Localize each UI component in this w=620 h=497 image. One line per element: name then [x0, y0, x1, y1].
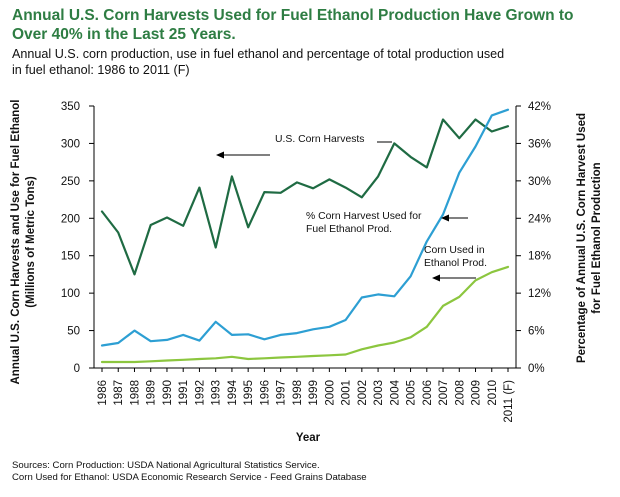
y-axis-left-label-line-2: (Millions of Metric Tons) [25, 176, 37, 308]
x-tick-label: 2007 [438, 380, 450, 406]
annotation-percent-ethanol-text-line-1: % Corn Harvest Used for [306, 211, 422, 222]
annotation-corn-ethanol-text-line-1: Corn Used in [424, 245, 485, 256]
x-tick-label: 2006 [422, 380, 434, 406]
x-tick-label: 2002 [357, 380, 369, 406]
sources-note: Sources: Corn Production: USDA National … [12, 460, 612, 484]
annotation-percent-ethanol: % Corn Harvest Used for Fuel Ethanol Pro… [306, 211, 468, 235]
annotation-percent-ethanol-text-line-2: Fuel Ethanol Prod. [306, 224, 392, 235]
series-line-corn-ethanol [100, 265, 510, 364]
y-right-tick-label: 24% [528, 213, 551, 225]
chart-title-line-2: Over 40% in the Last 25 Years. [12, 26, 236, 43]
y-left-tick-label: 150 [61, 251, 80, 263]
axes: 0 0% 50 6% 100 12% 150 18% 200 24% 250 30% 300 36% 350… [61, 101, 551, 423]
x-tick-label: 1994 [227, 379, 239, 405]
annotation-corn-harvests: U.S. Corn Harvests [216, 134, 392, 159]
chart-subtitle-line-1: Annual U.S. corn production, use in fuel… [12, 47, 505, 61]
annotation-corn-ethanol-text-line-2: Ethanol Prod. [424, 258, 487, 269]
y-right-tick-label: 42% [528, 101, 551, 113]
x-tick-label: 1990 [162, 380, 174, 406]
y-right-tick-label: 0% [528, 363, 545, 375]
x-tick-label: 1986 [97, 380, 109, 406]
chart-title: Annual U.S. Corn Harvests Used for Fuel … [12, 6, 612, 44]
x-tick-label: 1988 [129, 380, 141, 406]
x-tick-label: 2001 [341, 380, 353, 406]
y-right-tick-label: 6% [528, 326, 545, 338]
x-tick-label: 1998 [292, 380, 304, 406]
x-tick-label: 2004 [389, 379, 401, 405]
x-tick-label: 1996 [259, 380, 271, 406]
source-line-1: Sources: Corn Production: USDA National … [12, 460, 320, 471]
y-left-tick-label: 250 [61, 176, 80, 188]
x-tick-label: 1997 [276, 380, 288, 406]
y-axis-right-label-line-2: for Fuel Ethanol Production [591, 162, 603, 313]
y-right-tick-label: 18% [528, 251, 551, 263]
x-tick-label: 2010 [487, 380, 499, 406]
y-left-tick-label: 350 [61, 101, 80, 113]
x-tick-label: 1989 [146, 380, 158, 406]
y-right-tick-label: 36% [528, 138, 551, 150]
series-line-percent-ethanol [100, 108, 510, 347]
series-line-corn-harvests [100, 118, 510, 276]
x-tick-label: 1995 [243, 380, 255, 406]
y-left-tick-label: 100 [61, 288, 80, 300]
annotation-corn-ethanol: Corn Used in Ethanol Prod. [424, 245, 487, 282]
x-tick-label: 1992 [194, 380, 206, 406]
y-left-tick-label: 200 [61, 213, 80, 225]
chart-subtitle: Annual U.S. corn production, use in fuel… [12, 46, 612, 78]
x-tick-label: 2003 [373, 380, 385, 406]
x-tick-label: 1999 [308, 380, 320, 406]
x-tick-label: 1993 [211, 380, 223, 406]
x-axis-label: Year [296, 432, 321, 444]
chart-subtitle-line-2: in fuel ethanol: 1986 to 2011 (F) [12, 63, 190, 77]
x-tick-label: 2000 [324, 380, 336, 406]
annotation-percent-ethanol-arrowhead [441, 214, 449, 222]
y-axis-right-label-line-1: Percentage of Annual U.S. Corn Harvest U… [576, 113, 588, 363]
y-right-tick-label: 30% [528, 176, 551, 188]
annotation-corn-harvests-arrowhead [216, 151, 224, 159]
x-tick-label: 1991 [178, 380, 190, 406]
y-right-tick-label: 12% [528, 288, 551, 300]
series-lines [100, 108, 510, 364]
annotation-corn-ethanol-arrowhead [432, 274, 440, 282]
annotation-corn-harvests-text: U.S. Corn Harvests [275, 134, 365, 145]
y-left-tick-label: 300 [61, 138, 80, 150]
y-axis-left-label-line-1: Annual U.S. Corn Harvests and Use for Fu… [10, 100, 22, 385]
chart-title-line-1: Annual U.S. Corn Harvests Used for Fuel … [12, 7, 574, 24]
y-left-tick-label: 50 [67, 326, 80, 338]
x-tick-label: 1987 [113, 380, 125, 406]
source-line-2: Corn Used for Ethanol: USDA Economic Res… [12, 472, 367, 483]
x-tick-label: 2005 [406, 380, 418, 406]
y-left-tick-label: 0 [74, 363, 80, 375]
x-tick-label: 2009 [471, 380, 483, 406]
x-tick-label: 2008 [454, 380, 466, 406]
x-tick-label: 2011 (F) [503, 380, 515, 423]
